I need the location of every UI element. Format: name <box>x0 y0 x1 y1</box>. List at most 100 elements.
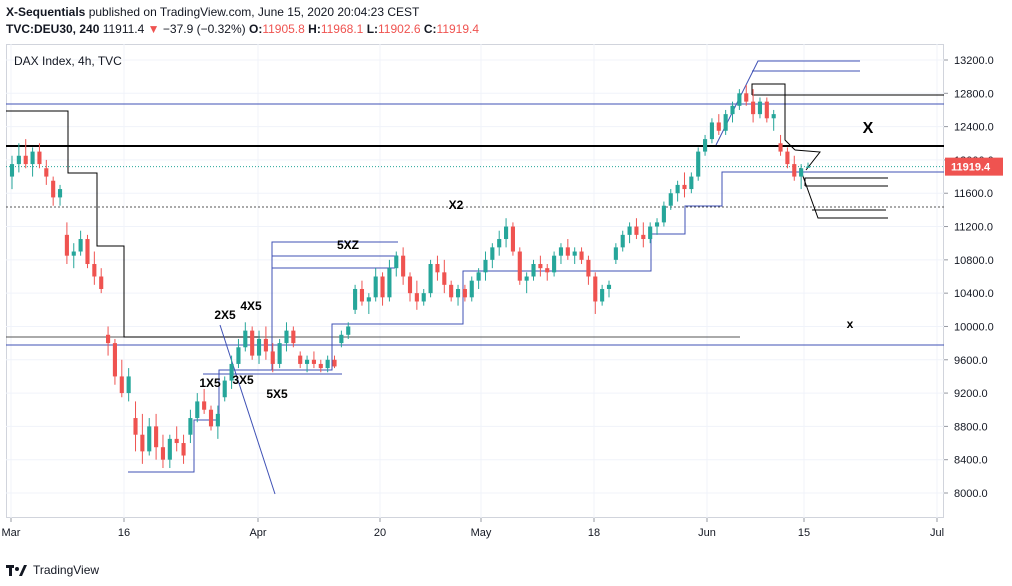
x-tick-label: May <box>471 527 492 539</box>
candle-body <box>401 255 406 277</box>
black-box-line <box>804 177 888 186</box>
tradingview-logo-text: TradingView <box>33 563 100 577</box>
candle-body <box>606 284 612 289</box>
last-price-badge-label: 11919.4 <box>951 162 991 174</box>
published-text: published on TradingView.com, June 15, 2… <box>88 5 420 19</box>
chart-annotation: X2 <box>449 198 464 212</box>
candle-body <box>552 255 557 273</box>
candle-body <box>771 114 776 119</box>
candles <box>9 84 811 469</box>
y-tick-label: 8000.0 <box>954 488 988 500</box>
tradingview-logo-icon <box>6 565 27 576</box>
x-tick-label: Mar <box>2 527 21 539</box>
candle-body <box>277 343 282 364</box>
open-label: O: <box>248 22 263 36</box>
candle-body <box>359 288 365 302</box>
candle-body <box>188 418 193 435</box>
chart-annotation: x <box>847 317 854 331</box>
y-tick-label: 8800.0 <box>954 421 988 433</box>
candle-body <box>208 409 214 427</box>
candle-body <box>476 272 481 281</box>
candle-body <box>764 101 769 119</box>
candle-body <box>353 288 358 310</box>
candle-body <box>394 255 399 269</box>
candle-body <box>92 264 97 277</box>
candle-body <box>202 401 207 410</box>
candle-body <box>167 438 172 460</box>
candle-body <box>757 101 763 115</box>
candle-body <box>627 226 632 235</box>
chart-annotation: X <box>863 120 874 137</box>
low-label: L: <box>366 22 379 36</box>
candle-body <box>30 151 35 165</box>
price-axis: 8000.0 8400.0 8800.0 9200.0 9600.0 10000.0 104… <box>944 55 1003 500</box>
annotations: X2 5XZ 2X5 4X5 1X5 3X5 5X5 Xx <box>199 120 873 401</box>
candle-body <box>538 264 543 269</box>
candle-body <box>531 264 536 277</box>
symbol-legend: DAX Index, 4h, TVC <box>14 54 122 68</box>
candle-body <box>78 239 83 252</box>
candle-body <box>380 276 385 298</box>
author-name[interactable]: X-Sequentials <box>6 5 86 19</box>
candle-body <box>57 189 63 198</box>
time-axis: Mar 16 Apr 20 May 18 Jun 15 Jul <box>2 518 944 539</box>
chart-annotation: 5X5 <box>266 387 288 401</box>
blue-box-line <box>271 241 398 370</box>
chart-annotation: 3X5 <box>232 373 254 387</box>
candle-body <box>490 247 495 260</box>
last-price: 11911.4 <box>102 22 145 36</box>
candle-body <box>709 122 714 140</box>
candle-body <box>44 168 49 177</box>
candle-body <box>799 168 804 177</box>
candle-body <box>428 264 433 294</box>
candle-body <box>469 280 474 298</box>
tradingview-logo[interactable]: TradingView <box>6 560 99 580</box>
plot-area[interactable] <box>6 44 944 518</box>
candle-body <box>785 151 790 165</box>
candle-body <box>346 326 351 335</box>
candle-body <box>311 359 316 364</box>
candle-body <box>270 351 275 364</box>
candle-body <box>716 122 721 131</box>
candle-body <box>661 205 666 223</box>
candle-body <box>140 434 145 452</box>
candle-body <box>373 276 378 298</box>
low-value: 11902.6 <box>378 22 421 36</box>
candle-body <box>421 293 426 302</box>
candle-body <box>9 164 15 177</box>
candle-body <box>565 247 570 256</box>
candle-body <box>572 251 577 256</box>
candle-body <box>730 105 735 115</box>
chart-header: X-Sequentials published on TradingView.c… <box>0 0 1012 44</box>
candle-body <box>689 176 694 190</box>
price-change: −37.9 (−0.32%) <box>162 22 246 36</box>
candle-body <box>744 93 749 102</box>
y-tick-label: 9200.0 <box>954 388 988 400</box>
candle-body <box>737 93 742 106</box>
y-tick-label: 12400.0 <box>954 122 994 134</box>
candle-body <box>668 193 673 206</box>
candle-body <box>504 226 509 240</box>
y-tick-label: 11200.0 <box>954 222 993 234</box>
candle-body <box>407 276 413 294</box>
candle-body <box>332 359 337 367</box>
candle-body <box>462 288 467 298</box>
candle-body <box>593 276 598 302</box>
blue-step-line <box>128 171 944 473</box>
candle-body <box>160 447 166 460</box>
candle-body <box>696 151 701 177</box>
candle-body <box>442 272 447 285</box>
candle-body <box>366 297 371 302</box>
candle-body <box>291 330 296 344</box>
candle-body <box>641 234 646 240</box>
close-label: C: <box>423 22 437 36</box>
candle-body <box>181 443 186 456</box>
chart-annotation: 5XZ <box>337 238 359 252</box>
y-tick-label: 8400.0 <box>954 455 988 467</box>
candle-body <box>16 155 21 165</box>
y-tick-label: 11600.0 <box>954 188 993 200</box>
candle-body <box>586 259 591 277</box>
candle-body <box>298 355 303 364</box>
x-tick-label: Jul <box>930 527 944 539</box>
